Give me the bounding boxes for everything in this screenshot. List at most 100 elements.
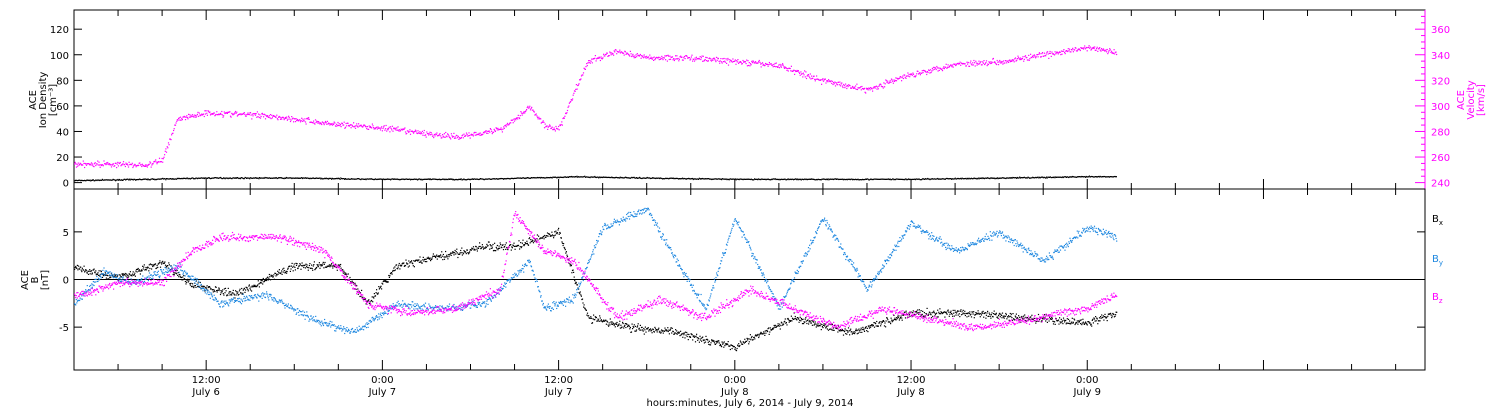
data-point xyxy=(529,242,531,244)
data-point xyxy=(917,178,920,180)
data-point xyxy=(791,320,793,322)
data-point xyxy=(466,133,468,135)
data-point xyxy=(89,273,91,275)
data-point xyxy=(134,163,136,165)
data-point xyxy=(138,178,141,180)
data-point xyxy=(565,251,567,253)
data-point xyxy=(190,115,192,117)
data-point xyxy=(238,114,240,116)
data-point xyxy=(1089,322,1091,324)
data-point xyxy=(193,178,195,180)
data-point xyxy=(919,72,921,74)
data-point xyxy=(1075,176,1077,178)
data-point xyxy=(795,70,797,73)
data-point xyxy=(1057,176,1059,178)
data-point xyxy=(708,343,710,345)
data-point xyxy=(861,85,863,88)
data-point xyxy=(692,60,694,62)
data-point xyxy=(878,322,881,324)
data-point xyxy=(721,61,723,63)
data-point xyxy=(357,288,359,290)
data-point xyxy=(913,178,915,180)
data-point xyxy=(439,255,441,257)
data-point xyxy=(83,180,85,182)
data-point xyxy=(472,134,474,136)
data-point xyxy=(75,179,77,181)
data-point xyxy=(833,329,835,331)
data-point xyxy=(904,76,906,78)
data-point xyxy=(1107,51,1110,53)
data-point xyxy=(863,87,865,89)
data-point xyxy=(784,320,786,322)
data-point xyxy=(921,179,923,181)
data-point xyxy=(410,261,412,263)
data-point xyxy=(1009,61,1011,63)
data-point xyxy=(177,178,179,180)
data-point xyxy=(432,135,434,137)
data-point xyxy=(952,178,954,180)
data-point xyxy=(814,323,816,325)
data-point xyxy=(932,311,934,313)
data-point xyxy=(765,62,767,65)
data-point xyxy=(345,178,347,180)
data-point xyxy=(672,59,674,61)
data-point xyxy=(622,52,624,54)
data-point xyxy=(997,61,999,63)
data-point xyxy=(164,154,166,156)
data-point xyxy=(293,265,295,267)
data-point xyxy=(253,284,255,286)
data-point xyxy=(619,52,621,54)
data-point xyxy=(778,178,780,180)
data-point xyxy=(985,317,987,319)
data-point xyxy=(575,88,577,90)
data-point xyxy=(101,276,104,278)
data-point xyxy=(1014,57,1017,59)
data-point xyxy=(496,127,498,130)
data-point xyxy=(1035,177,1038,179)
data-point xyxy=(701,178,703,180)
data-point xyxy=(774,324,776,326)
data-point xyxy=(762,333,764,335)
data-point xyxy=(817,323,819,325)
data-point xyxy=(689,336,692,338)
data-point xyxy=(882,320,884,322)
data-point xyxy=(198,112,200,114)
data-point xyxy=(892,178,894,180)
data-point xyxy=(145,269,148,271)
data-point xyxy=(141,270,143,272)
data-point xyxy=(1045,177,1047,179)
data-point xyxy=(346,276,348,278)
data-point xyxy=(563,117,565,119)
data-point xyxy=(570,176,572,178)
data-point xyxy=(574,280,576,282)
data-point xyxy=(780,321,782,323)
data-point xyxy=(494,130,496,132)
data-point xyxy=(847,327,850,329)
data-point xyxy=(1101,176,1103,178)
data-point xyxy=(233,113,235,115)
data-point xyxy=(641,177,643,180)
data-point xyxy=(887,80,889,82)
data-point xyxy=(953,178,956,180)
data-point xyxy=(158,161,160,163)
y-label-line: ACE xyxy=(20,270,31,290)
data-point xyxy=(891,319,893,321)
data-point xyxy=(503,178,505,180)
data-point xyxy=(372,178,374,180)
data-point xyxy=(969,311,971,313)
data-point xyxy=(438,135,440,137)
data-point xyxy=(710,60,713,62)
data-point xyxy=(511,247,513,249)
data-point xyxy=(332,122,334,125)
data-point xyxy=(931,70,933,72)
data-point xyxy=(1024,314,1026,316)
data-point xyxy=(344,273,346,276)
data-point xyxy=(924,316,926,318)
data-point xyxy=(801,178,803,180)
data-point xyxy=(549,125,551,127)
data-point xyxy=(847,178,849,180)
data-point xyxy=(153,265,155,267)
data-point xyxy=(323,267,325,269)
data-point xyxy=(336,269,338,271)
data-point xyxy=(434,135,436,137)
